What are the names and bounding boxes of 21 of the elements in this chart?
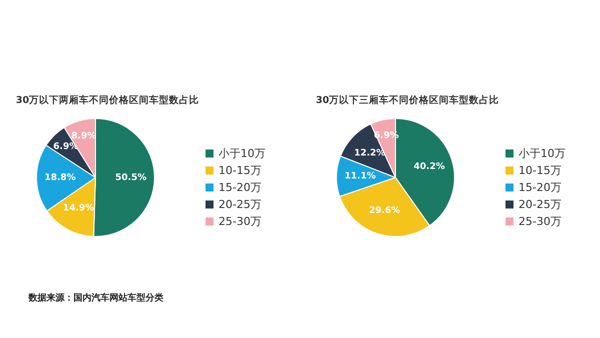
chart-title: 30万以下两厢车不同价格区间车型数占比	[16, 94, 200, 106]
chart-title: 30万以下三厢车不同价格区间车型数占比	[316, 94, 500, 106]
data-label: 8.9%	[71, 132, 96, 142]
data-label: 29.6%	[368, 206, 400, 216]
data-label: 14.9%	[62, 204, 94, 214]
legend-label: 15-20万	[518, 181, 562, 194]
data-label: 50.5%	[115, 173, 147, 184]
data-label: 18.8%	[44, 172, 76, 183]
data-label: 40.2%	[414, 162, 445, 172]
legend-label: 25-30万	[218, 215, 262, 228]
data-label: 11.1%	[344, 172, 376, 182]
legend-label: 20-25万	[218, 198, 262, 211]
legend-label: 15-20万	[218, 181, 262, 194]
source-note: 数据来源：国内汽车网站车型分类	[28, 292, 164, 304]
legend-label: 小于10万	[218, 147, 266, 160]
data-label: 12.2%	[354, 148, 386, 158]
legend-label: 小于10万	[518, 147, 566, 160]
legend-label: 10-15万	[218, 164, 262, 177]
legend-label: 10-15万	[518, 164, 562, 177]
legend-label: 25-30万	[518, 215, 562, 228]
legend-label: 20-25万	[518, 198, 562, 211]
